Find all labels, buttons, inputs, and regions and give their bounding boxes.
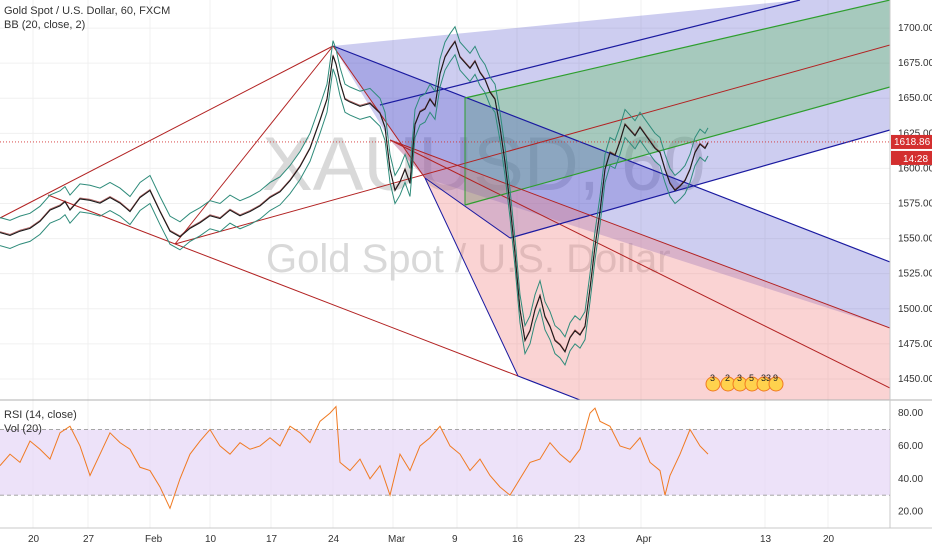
event-marker-label: 3 [737, 373, 742, 383]
y-tick-label: 1575.00 [898, 199, 932, 210]
x-tick-label: 9 [452, 534, 458, 545]
pitchfork-red-line [0, 45, 334, 219]
pitchfork-blue-line [517, 375, 581, 401]
pitchfork-blue-line [379, 0, 801, 106]
bollinger-lower-band [0, 53, 709, 366]
x-tick-label: 10 [205, 534, 217, 545]
countdown-badge [891, 150, 932, 165]
event-marker-label: 2 [725, 373, 730, 383]
price-series-line [0, 40, 709, 354]
lower-legend: RSI (14, close) Vol (20) [4, 408, 77, 436]
rsi-y-tick-label: 60.00 [898, 441, 923, 452]
x-tick-label: 27 [83, 534, 95, 545]
event-marker [768, 376, 784, 392]
pitchfork-red-line [47, 194, 519, 377]
x-tick-label: Apr [636, 534, 652, 545]
pitchfork-green-line [464, 86, 891, 206]
rsi-y-tick-label: 20.00 [898, 507, 923, 518]
x-tick-label: Feb [145, 534, 163, 545]
y-tick-label: 1700.00 [898, 23, 932, 34]
event-marker-label: 9 [773, 373, 778, 383]
pitchfork-blue-line [424, 177, 519, 377]
pitchfork-ascending-green-zone [465, 0, 890, 205]
x-tick-label: Mar [388, 534, 406, 545]
y-tick-label: 1550.00 [898, 234, 932, 245]
x-tick-label: 23 [574, 534, 586, 545]
x-tick-label: 17 [266, 534, 278, 545]
y-tick-label: 1525.00 [898, 269, 932, 280]
x-tick-label: 24 [328, 534, 340, 545]
last-price-badge [891, 134, 932, 149]
last-price-value: 1618.86 [894, 137, 931, 148]
y-tick-label: 1600.00 [898, 163, 932, 174]
pitchfork-red-line [174, 45, 334, 245]
event-marker-label: 3 [710, 373, 715, 383]
y-tick-label: 1500.00 [898, 304, 932, 315]
x-tick-label: 16 [512, 534, 524, 545]
event-marker-label: 33 [761, 373, 771, 383]
pitchfork-green-line [464, 0, 891, 99]
watermark-symbol: XAUUSD, 60 [262, 122, 706, 207]
y-tick-label: 1675.00 [898, 58, 932, 69]
x-tick-label: 20 [28, 534, 40, 545]
y-tick-label: 1475.00 [898, 339, 932, 350]
vol-legend: Vol (20) [4, 423, 42, 435]
rsi-legend: RSI (14, close) [4, 409, 77, 421]
rsi-band [0, 429, 890, 496]
pitchfork-red-median [389, 139, 891, 389]
y-tick-label: 1650.00 [898, 93, 932, 104]
x-tick-label: 20 [823, 534, 835, 545]
indicator-legend: BB (20, close, 2) [4, 19, 86, 31]
y-tick-label: 1625.00 [898, 128, 932, 139]
bollinger-upper-band [0, 25, 709, 338]
main-legend: Gold Spot / U.S. Dollar, 60, FXCM BB (20… [4, 4, 170, 32]
watermark-name: Gold Spot / U.S. Dollar [266, 237, 671, 281]
pitchfork-red-line [389, 139, 891, 329]
pitchfork-ascending-blue-zone [333, 0, 890, 238]
pitchfork-red-median [174, 44, 891, 245]
countdown-value: 14:28 [903, 154, 928, 165]
rsi-series-line [0, 405, 709, 510]
pitchfork-blue-line [509, 129, 891, 239]
rsi-y-tick-label: 40.00 [898, 474, 923, 485]
pitchfork-blue-line [424, 177, 511, 239]
chart-title: Gold Spot / U.S. Dollar, 60, FXCM [4, 5, 171, 17]
y-tick-label: 1450.00 [898, 374, 932, 385]
pitchfork-descending-red-zone [390, 140, 890, 400]
pitchfork-descending-blue-zone-top [333, 46, 890, 328]
event-marker [705, 376, 721, 392]
x-tick-label: 13 [760, 534, 772, 545]
rsi-y-tick-label: 80.00 [898, 408, 923, 419]
event-marker-label: 5 [749, 373, 754, 383]
